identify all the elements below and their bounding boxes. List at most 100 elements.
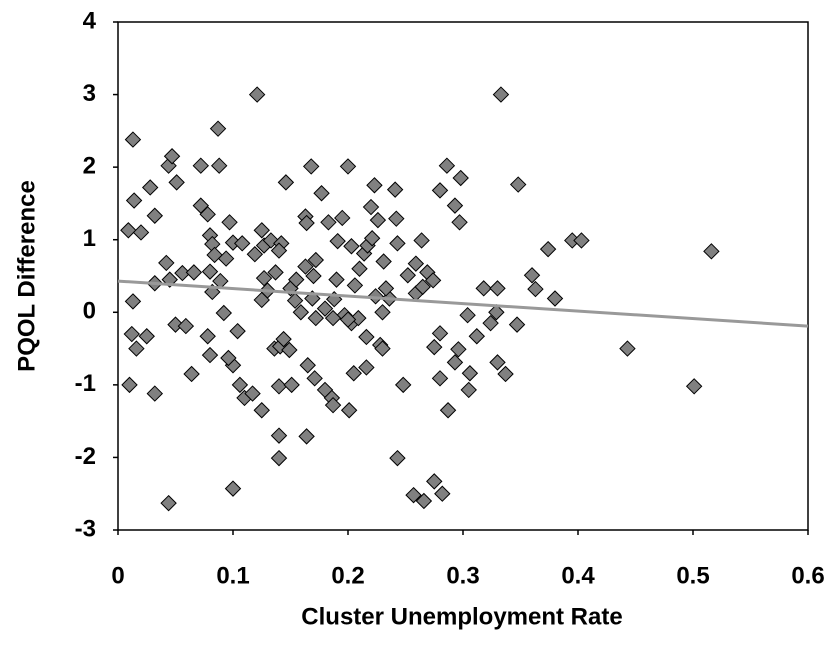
point <box>703 243 720 260</box>
point <box>431 182 449 199</box>
point <box>283 376 300 394</box>
point <box>248 86 266 103</box>
point <box>161 271 178 288</box>
point <box>324 309 342 327</box>
y-tick-label: 1 <box>83 225 96 252</box>
point <box>450 341 467 358</box>
point <box>685 378 703 395</box>
y-tick-label: -1 <box>75 370 96 397</box>
point <box>573 232 590 249</box>
point <box>183 365 200 383</box>
point <box>358 359 375 376</box>
point <box>394 376 412 394</box>
point <box>461 365 479 382</box>
point <box>431 370 449 387</box>
point <box>125 192 143 209</box>
point <box>460 381 477 399</box>
point <box>299 357 316 374</box>
point <box>138 328 155 345</box>
point <box>217 250 235 267</box>
point <box>174 264 191 282</box>
point <box>619 340 636 357</box>
point <box>267 264 284 281</box>
point <box>253 402 270 419</box>
point <box>374 304 391 321</box>
x-tick-label: 0.5 <box>676 562 709 589</box>
y-axis-title: PQOL Difference <box>13 180 40 372</box>
point <box>389 235 406 252</box>
point <box>307 309 325 327</box>
point <box>124 131 142 148</box>
x-tick-label: 0.6 <box>791 562 824 589</box>
point <box>351 260 368 277</box>
point <box>231 376 249 394</box>
x-tick-label: 0.1 <box>216 562 249 589</box>
point <box>160 157 177 174</box>
point <box>120 222 137 239</box>
point <box>224 480 242 497</box>
point <box>363 230 381 247</box>
point <box>475 280 492 297</box>
y-tick-label: 0 <box>83 298 96 325</box>
point <box>329 232 346 250</box>
point <box>304 290 321 307</box>
point <box>270 378 288 395</box>
point <box>415 492 433 510</box>
point <box>405 486 422 504</box>
point <box>369 211 387 229</box>
point <box>434 485 451 502</box>
y-tick-label: -2 <box>75 443 96 470</box>
point <box>292 304 310 321</box>
point <box>488 304 505 321</box>
point <box>424 272 442 289</box>
point <box>177 317 195 335</box>
point <box>362 198 380 216</box>
point <box>141 179 159 196</box>
point <box>316 300 334 317</box>
x-tick-label: 0.2 <box>331 562 364 589</box>
point <box>413 232 430 249</box>
point <box>277 174 295 191</box>
point <box>246 246 264 263</box>
point <box>426 338 443 356</box>
point <box>339 311 357 328</box>
point <box>297 258 314 275</box>
point <box>270 449 288 467</box>
point <box>339 158 357 175</box>
point <box>163 148 181 165</box>
point <box>328 271 345 288</box>
point <box>275 330 292 348</box>
point <box>446 197 464 214</box>
point <box>399 267 417 284</box>
point <box>489 280 506 297</box>
point <box>168 174 185 191</box>
point <box>497 365 514 383</box>
point <box>146 385 164 402</box>
point <box>508 316 526 333</box>
point <box>305 267 322 285</box>
point <box>451 214 468 231</box>
point <box>439 402 457 419</box>
point <box>489 354 506 371</box>
point <box>509 176 527 193</box>
point <box>386 181 404 198</box>
point <box>546 290 564 307</box>
point <box>324 396 342 414</box>
point <box>201 263 219 280</box>
point <box>307 251 325 269</box>
point <box>298 214 315 232</box>
point <box>320 214 337 231</box>
point <box>160 494 177 512</box>
point <box>350 309 367 327</box>
point <box>389 449 406 467</box>
point <box>221 214 238 231</box>
point <box>366 177 383 194</box>
point <box>158 254 175 272</box>
point <box>288 271 305 288</box>
point <box>358 328 375 346</box>
point <box>446 354 464 371</box>
point <box>468 328 486 345</box>
point <box>340 402 358 419</box>
point <box>121 376 138 394</box>
point <box>146 207 164 224</box>
